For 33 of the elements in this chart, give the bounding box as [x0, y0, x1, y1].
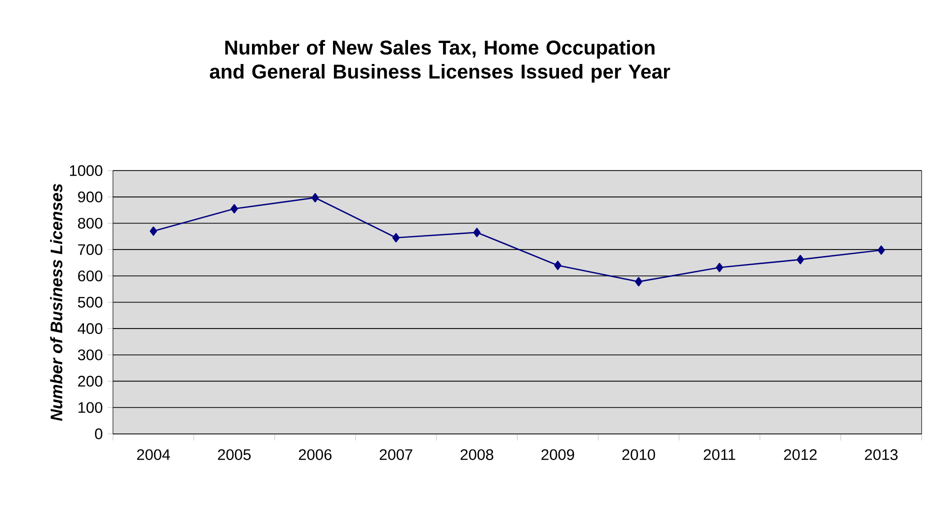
- x-tick-label: 2006: [298, 449, 332, 460]
- y-tick-label: 900: [78, 192, 102, 202]
- y-axis-title: Number of Business Licenses: [50, 184, 62, 421]
- y-tick-label: 200: [78, 376, 102, 387]
- chart-title: Number of New Sales Tax, Home Occupation and General Business Licenses Issued per Year: [210, 40, 670, 83]
- y-tick-label: 100: [78, 402, 102, 414]
- y-tick-label: 500: [78, 296, 102, 308]
- x-tick-label: 2012: [784, 449, 817, 460]
- y-tick-label: 0: [95, 428, 102, 440]
- point: [392, 233, 400, 242]
- x-tick-label: 2013: [864, 449, 898, 460]
- point: [554, 260, 562, 270]
- point: [796, 255, 804, 264]
- y-tick-label: 800: [78, 218, 102, 229]
- y-tick-label: 700: [78, 244, 102, 256]
- y-tick-label: 1000: [70, 165, 102, 176]
- point: [716, 262, 724, 272]
- y-tick-label: 600: [78, 270, 102, 282]
- x-tick-label: 2007: [380, 449, 412, 460]
- x-tick-label: 2005: [218, 449, 251, 460]
- x-tick-label: 2008: [460, 449, 494, 460]
- point: [311, 193, 319, 202]
- x-tick-label: 2010: [622, 449, 656, 460]
- y-tick-label: 300: [78, 350, 102, 360]
- x-tick-label: 2011: [704, 449, 736, 460]
- point: [878, 246, 885, 255]
- point: [634, 277, 642, 286]
- y-tick-label: 400: [78, 323, 102, 334]
- point: [230, 204, 238, 214]
- point: [150, 226, 158, 236]
- x-tick-label: 2004: [137, 449, 170, 460]
- point: [473, 228, 481, 238]
- x-tick-label: 2009: [541, 449, 574, 460]
